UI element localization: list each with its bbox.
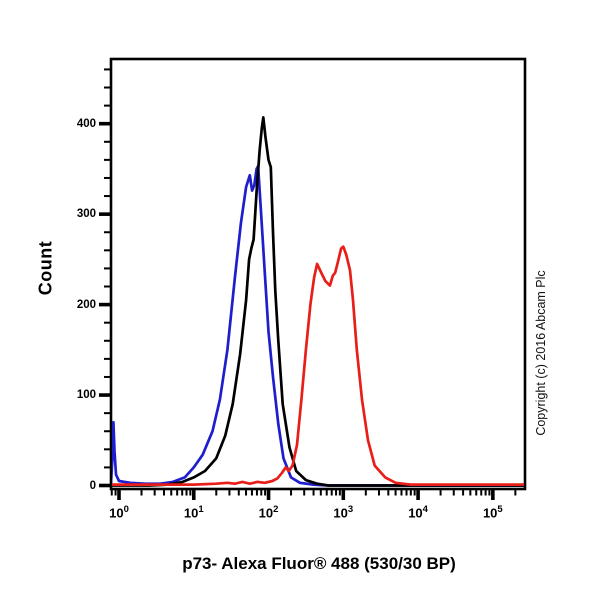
- x-tick-label-1e5: 105: [482, 504, 503, 521]
- x-axis-title: p73- Alexa Fluor® 488 (530/30 BP): [182, 554, 456, 573]
- y-axis-title: Count: [35, 240, 56, 296]
- copyright-text: Copyright (c) 2016 Abcam Plc: [534, 270, 548, 436]
- y-tick-label-100: 100: [76, 389, 96, 402]
- blue-curve: [112, 164, 524, 487]
- plot-frame: [109, 57, 527, 491]
- y-tick-label-300: 300: [76, 208, 96, 221]
- x-tick-label-1e4: 104: [408, 504, 428, 521]
- y-tick-label-0: 0: [89, 479, 96, 492]
- red-curve: [112, 245, 524, 486]
- black-curve: [112, 116, 524, 487]
- x-tick-label-1e0: 100: [109, 504, 129, 521]
- x-tick-label-1e2: 102: [258, 504, 279, 521]
- y-tick-label-200: 200: [76, 298, 96, 311]
- y-tick-label-400: 400: [76, 117, 96, 130]
- x-tick-label-1e1: 101: [183, 504, 204, 521]
- x-tick-label-1e3: 103: [333, 504, 354, 521]
